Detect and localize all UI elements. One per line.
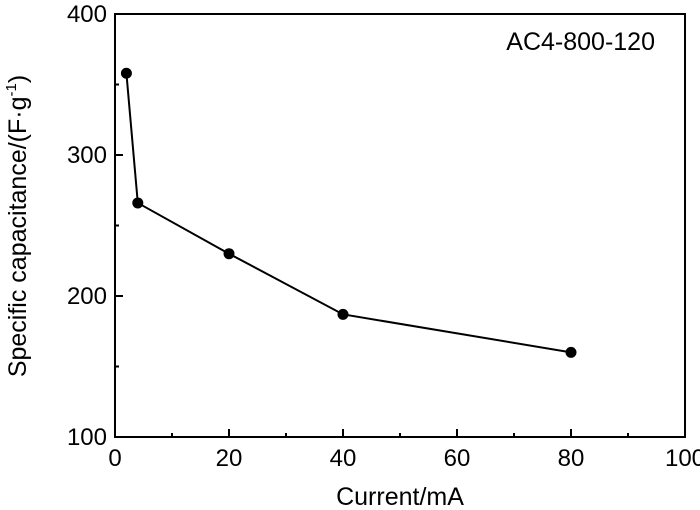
data-point (120, 67, 132, 79)
y-axis-title-close: ) (4, 75, 32, 83)
data-point (337, 308, 349, 320)
annotation-label: AC4-800-120 (506, 28, 655, 56)
data-point (565, 346, 577, 358)
y-tick-label: 300 (67, 142, 107, 169)
x-tick-label: 60 (444, 445, 471, 472)
data-point (223, 248, 235, 260)
x-tick-label: 0 (108, 445, 121, 472)
x-tick-label: 100 (665, 445, 700, 472)
x-tick-label: 40 (330, 445, 357, 472)
x-tick-label: 80 (558, 445, 585, 472)
x-axis-title: Current/mA (336, 483, 464, 510)
axis-ticks (114, 13, 686, 438)
y-tick-label: 400 (67, 1, 107, 28)
plot-frame (114, 13, 686, 438)
y-axis-title-sup: -1 (3, 83, 20, 96)
series-line (125, 73, 572, 354)
axis-tick-labels: 0 20 40 60 80 100 100 200 300 400 (67, 1, 700, 472)
y-axis-title-main: Specific capacitance/(F·g (4, 96, 32, 377)
data-points (120, 67, 577, 358)
data-point (132, 197, 144, 209)
y-tick-label: 100 (67, 424, 107, 451)
y-axis-title: Specific capacitance/(F·g-1) (3, 75, 32, 377)
y-tick-label: 200 (67, 283, 107, 310)
x-tick-label: 20 (216, 445, 243, 472)
